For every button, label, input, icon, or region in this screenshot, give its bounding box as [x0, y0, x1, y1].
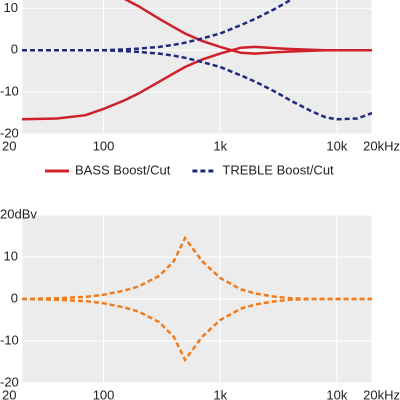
y-tick-label: 0 — [11, 290, 18, 305]
y-tick-label: -20 — [0, 374, 19, 389]
x-tick-label: 100 — [93, 387, 115, 400]
x-tick-label: 10k — [326, 138, 347, 153]
series-line — [22, 49, 372, 121]
series-line — [22, 297, 372, 363]
plot-background — [22, 0, 372, 134]
legend-label: TREBLE Boost/Cut — [222, 162, 334, 177]
plot-lines — [22, 0, 372, 121]
legend-label: BASS Boost/Cut — [75, 162, 171, 177]
x-tick-label: 100 — [93, 138, 115, 153]
plot-lines — [22, 235, 372, 363]
y-tick-label: 10 — [4, 0, 18, 15]
y-tick-label: 10 — [4, 248, 18, 263]
x-tick-label: 20kHz — [363, 138, 400, 153]
x-tick-label: 20kHz — [363, 387, 400, 400]
y-tick-label: -20 — [0, 125, 19, 140]
x-tick-label: 20 — [2, 387, 16, 400]
x-tick-label: 20 — [2, 138, 16, 153]
y-tick-label: -10 — [0, 84, 19, 99]
y-tick-label: 0 — [11, 42, 18, 57]
x-tick-label: 1k — [213, 138, 227, 153]
x-tick-label: 1k — [213, 387, 227, 400]
y-tick-label: 20dBv — [0, 206, 37, 221]
y-tick-label: -10 — [0, 332, 19, 347]
x-tick-label: 10k — [326, 387, 347, 400]
series-line — [22, 45, 372, 121]
